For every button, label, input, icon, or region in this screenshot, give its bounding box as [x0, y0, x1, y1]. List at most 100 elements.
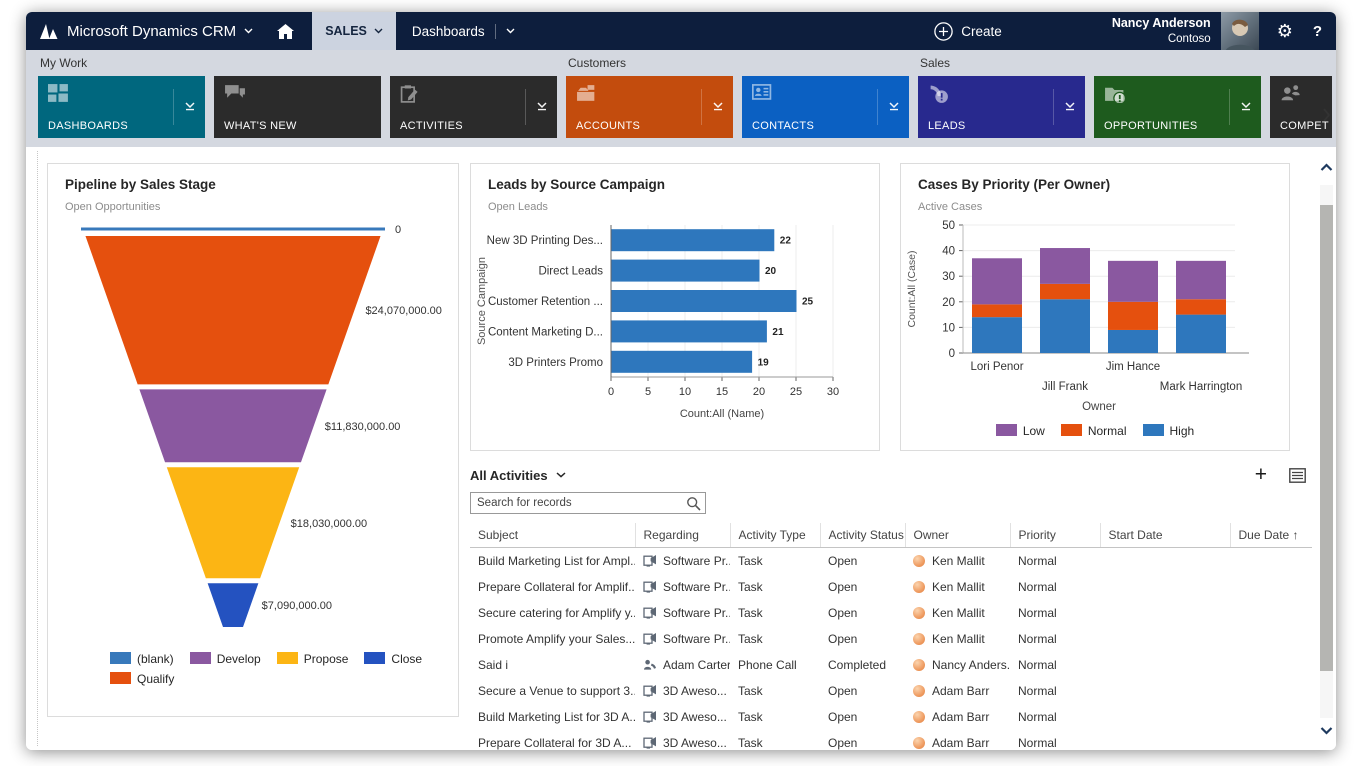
- avatar[interactable]: [1220, 12, 1259, 50]
- cell-subject[interactable]: Secure a Venue to support 3...: [478, 684, 635, 698]
- svg-text:0: 0: [395, 224, 401, 236]
- brand-menu[interactable]: Microsoft Dynamics CRM: [40, 23, 253, 40]
- cell-regarding[interactable]: 3D Aweso...: [635, 678, 730, 704]
- cell-regarding[interactable]: 3D Aweso...: [635, 730, 730, 750]
- cell-regarding[interactable]: Software Pr...: [635, 574, 730, 600]
- table-row[interactable]: Build Marketing List for 3D A... 3D Awes…: [470, 704, 1312, 730]
- cell-regarding[interactable]: Software Pr...: [635, 600, 730, 626]
- nav-tile-compet[interactable]: COMPET: [1270, 76, 1332, 138]
- cell-owner[interactable]: Adam Barr: [905, 730, 1010, 750]
- nav-tile-contacts[interactable]: CONTACTS: [742, 76, 909, 138]
- page-tab-dashboards[interactable]: Dashboards: [412, 23, 515, 39]
- cell-subject[interactable]: Prepare Collateral for Amplif...: [478, 580, 635, 594]
- cell-subject[interactable]: Build Marketing List for Ampl...: [478, 554, 635, 568]
- tile-label: DASHBOARDS: [48, 120, 129, 132]
- column-header-owner[interactable]: Owner: [904, 523, 1010, 548]
- dashboards-chevron-down-icon[interactable]: [506, 28, 515, 34]
- cell-owner[interactable]: Adam Barr: [905, 678, 1010, 704]
- table-row[interactable]: Promote Amplify your Sales... Software P…: [470, 626, 1312, 652]
- cell-regarding[interactable]: 3D Aweso...: [635, 704, 730, 730]
- view-selector[interactable]: All Activities: [470, 468, 566, 483]
- cell-regarding[interactable]: Adam Carter: [635, 652, 730, 678]
- svg-text:New 3D Printing Des...: New 3D Printing Des...: [487, 235, 603, 247]
- search-icon[interactable]: [686, 496, 701, 516]
- cell-subject[interactable]: Promote Amplify your Sales...: [478, 632, 635, 646]
- column-header-activity-status[interactable]: Activity Status: [819, 523, 905, 548]
- cell-subject[interactable]: Secure catering for Amplify y...: [478, 606, 635, 620]
- column-header-regarding[interactable]: Regarding: [634, 523, 730, 548]
- scroll-down-icon[interactable]: [1319, 720, 1334, 740]
- cell-subject[interactable]: Build Marketing List for 3D A...: [478, 710, 635, 724]
- cell-priority: Normal: [1018, 658, 1057, 672]
- cell-owner[interactable]: Ken Mallit: [905, 574, 1010, 600]
- tile-flyout-chevron-icon[interactable]: [1240, 98, 1252, 116]
- nav-tile-what-s-new[interactable]: WHAT'S NEW: [214, 76, 381, 138]
- campaign-icon: [643, 737, 656, 749]
- cell-owner[interactable]: Ken Mallit: [905, 548, 1010, 575]
- chart-subtitle: Open Opportunities: [65, 201, 161, 213]
- owner-avatar: [913, 659, 925, 671]
- column-header-priority[interactable]: Priority: [1009, 523, 1100, 548]
- legend-swatch: [276, 652, 298, 664]
- cell-priority: Normal: [1018, 710, 1057, 724]
- table-row[interactable]: Prepare Collateral for Amplif... Softwar…: [470, 574, 1312, 600]
- pipeline-funnel-chart[interactable]: 0 $24,070,000.00 $11,830,000.00 $18,030,000…: [50, 217, 455, 645]
- column-header-subject[interactable]: Subject: [470, 523, 635, 548]
- svg-text:3D Printers Promo: 3D Printers Promo: [508, 357, 603, 369]
- sort-asc-icon: ↑: [1292, 528, 1299, 542]
- add-activity-button[interactable]: +: [1254, 465, 1267, 486]
- cell-regarding[interactable]: Software Pr...: [635, 626, 730, 652]
- cell-owner[interactable]: Ken Mallit: [905, 626, 1010, 652]
- column-header-start-date[interactable]: Start Date: [1099, 523, 1230, 548]
- cases-legend: Low Normal High: [901, 424, 1289, 438]
- search-input[interactable]: [471, 493, 705, 513]
- cell-owner[interactable]: Nancy Anders...: [905, 652, 1010, 678]
- table-row[interactable]: Said i Adam Carter Phone Call Completed …: [470, 652, 1312, 678]
- tile-flyout-chevron-icon[interactable]: [888, 98, 900, 116]
- cell-activity-type: Task: [738, 554, 763, 568]
- divider: [494, 23, 496, 39]
- cell-subject[interactable]: Prepare Collateral for 3D A...: [478, 736, 632, 750]
- cell-owner[interactable]: Adam Barr: [905, 704, 1010, 730]
- gear-icon[interactable]: ⚙: [1276, 21, 1293, 41]
- table-row[interactable]: Secure a Venue to support 3... 3D Aweso.…: [470, 678, 1312, 704]
- svg-text:25: 25: [802, 297, 814, 308]
- nav-tile-accounts[interactable]: ACCOUNTS: [566, 76, 733, 138]
- column-header-activity-type[interactable]: Activity Type: [729, 523, 820, 548]
- nav-tile-leads[interactable]: LEADS: [918, 76, 1085, 138]
- divider: [701, 89, 702, 125]
- chart-pane-toggle-button[interactable]: [1289, 467, 1306, 483]
- grid-icon: [1289, 467, 1306, 483]
- vertical-scrollbar[interactable]: [1319, 161, 1334, 742]
- column-header-due-date[interactable]: Due Date ↑: [1229, 523, 1312, 548]
- user-menu[interactable]: Nancy Anderson Contoso: [1112, 16, 1211, 46]
- nav-tile-dashboards[interactable]: DASHBOARDS: [38, 76, 205, 138]
- cell-subject[interactable]: Said i: [478, 658, 509, 672]
- scroll-up-icon[interactable]: [1319, 163, 1334, 183]
- svg-text:15: 15: [716, 386, 728, 398]
- tile-label: CONTACTS: [752, 120, 815, 132]
- leads-bar-chart[interactable]: 0 5 10 15 20 25 30 New 3D Printing Des... 22 Dire…: [471, 213, 875, 431]
- tile-group: My Work DASHBOARDS WHAT'S NEW ACTIVITIES: [38, 56, 557, 138]
- tile-flyout-chevron-icon[interactable]: [536, 98, 548, 116]
- cell-owner[interactable]: Ken Mallit: [905, 600, 1010, 626]
- create-button[interactable]: Create: [934, 21, 1002, 41]
- table-row[interactable]: Prepare Collateral for 3D A... 3D Aweso.…: [470, 730, 1312, 750]
- activities-table: Subject Regarding Activity Type Activity St…: [470, 523, 1312, 750]
- table-row[interactable]: Build Marketing List for Ampl... Softwar…: [470, 548, 1312, 575]
- home-button[interactable]: [277, 23, 295, 39]
- cell-regarding[interactable]: Software Pr...: [635, 548, 730, 575]
- scrollbar-thumb[interactable]: [1320, 205, 1333, 671]
- tile-flyout-chevron-icon[interactable]: [184, 98, 196, 116]
- divider: [525, 89, 526, 125]
- area-tab-sales[interactable]: SALES: [312, 12, 396, 50]
- nav-tile-opportunities[interactable]: OPPORTUNITIES: [1094, 76, 1261, 138]
- nav-tile-activities[interactable]: ACTIVITIES: [390, 76, 557, 138]
- tile-flyout-chevron-icon[interactable]: [712, 98, 724, 116]
- help-button[interactable]: ?: [1312, 22, 1322, 40]
- panel-pipeline-by-sales-stage: Pipeline by Sales Stage Open Opportuniti…: [47, 163, 459, 717]
- tile-flyout-chevron-icon[interactable]: [1064, 98, 1076, 116]
- cases-stacked-bar-chart[interactable]: 0 10 20 30 40 50 Lori Penor Jill Frank Jim Hance…: [901, 213, 1285, 417]
- tiles-scroll-right-icon[interactable]: [1322, 108, 1331, 127]
- table-row[interactable]: Secure catering for Amplify y... Softwar…: [470, 600, 1312, 626]
